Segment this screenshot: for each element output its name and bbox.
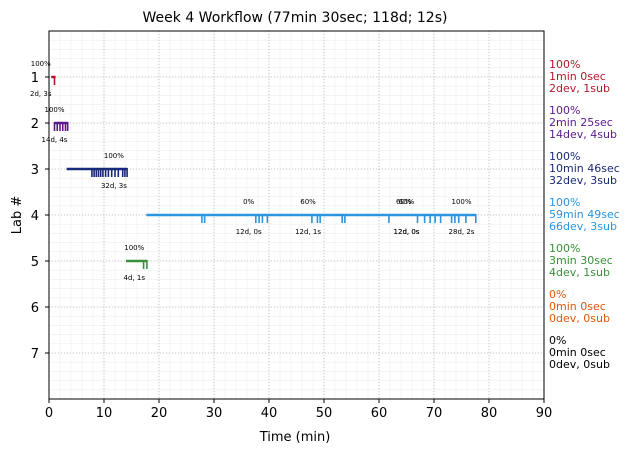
x-tick-label: 40 [261, 406, 278, 421]
lab-4-summary-line: 100% [549, 196, 580, 209]
x-tick-label: 20 [151, 406, 168, 421]
y-tick-label: 3 [31, 163, 39, 178]
x-tick-label: 70 [426, 406, 443, 421]
lab-3-summary-line: 32dev, 3sub [549, 174, 617, 187]
lab-6-summary-line: 0min 0sec [549, 300, 606, 313]
lab-4-info-label: 12d, 0s [236, 228, 262, 236]
x-tick-label: 30 [206, 406, 223, 421]
x-axis-label: Time (min) [259, 430, 331, 445]
lab-2-info-label: 14d, 4s [42, 136, 68, 144]
lab-4-info-label: 12d, 0s [394, 228, 420, 236]
x-tick-label: 50 [316, 406, 333, 421]
lab-4-info-label: 12d, 0s [394, 228, 420, 236]
lab-1-pct-label: 100% [31, 60, 51, 68]
y-tick-label: 4 [31, 209, 39, 224]
lab-1-info-label: 2d, 3s [30, 90, 52, 98]
lab-4-info-label: 12d, 1s [295, 228, 321, 236]
lab-4-pct-label: 0% [243, 198, 254, 206]
y-tick-label: 1 [31, 71, 39, 86]
lab-5-info-label: 4d, 1s [124, 274, 146, 282]
plot-area: 0 10 20 30 40 50 60 70 80 90 1 2 3 4 5 6 7 100% 2d, 3s 100%… [30, 30, 620, 421]
lab-5-summary-line: 3min 30sec [549, 254, 613, 267]
lab-7-summary-line: 0min 0sec [549, 346, 606, 359]
lab-1-summary-line: 100% [549, 58, 580, 71]
lab-3-pct-label: 100% [104, 152, 124, 160]
lab-4-info-label: 28d, 2s [449, 228, 475, 236]
lab-4-pct-label: 100% [451, 198, 471, 206]
x-tick-label: 0 [45, 406, 53, 421]
lab-7-summary-line: 0% [549, 334, 566, 347]
y-tick-label: 7 [31, 347, 39, 362]
lab-4-summary-line: 66dev, 3sub [549, 220, 617, 233]
y-axis-label: Lab # [10, 196, 25, 235]
lab-4-pct-label: 60% [396, 198, 412, 206]
x-tick-label: 10 [96, 406, 113, 421]
lab-7-summary-line: 0dev, 0sub [549, 358, 610, 371]
lab-2-summary-line: 100% [549, 104, 580, 117]
lab-5-summary-line: 4dev, 1sub [549, 266, 610, 279]
y-tick-label: 5 [31, 255, 39, 270]
lab-4-pct-label: 60% [300, 198, 316, 206]
lab-3-summary-line: 100% [549, 150, 580, 163]
lab-5-summary-line: 100% [549, 242, 580, 255]
x-tick-label: 90 [536, 406, 553, 421]
chart-title: Week 4 Workflow (77min 30sec; 118d; 12s) [143, 10, 448, 26]
x-tick-label: 60 [371, 406, 388, 421]
lab-3-summary-line: 10min 46sec [549, 162, 620, 175]
lab-1-summary-line: 2dev, 1sub [549, 82, 610, 95]
lab-5-pct-label: 100% [124, 244, 144, 252]
y-tick-label: 6 [31, 301, 39, 316]
lab-4-summary-line: 59min 49sec [549, 208, 620, 221]
lab-6-summary-line: 0dev, 0sub [549, 312, 610, 325]
lab-2-summary-line: 2min 25sec [549, 116, 613, 129]
lab-6-summary-line: 0% [549, 288, 566, 301]
lab-1-summary-line: 1min 0sec [549, 70, 606, 83]
lab-2-pct-label: 100% [44, 106, 64, 114]
y-tick-label: 2 [31, 117, 39, 132]
lab-3-info-label: 32d, 3s [101, 182, 127, 190]
x-tick-label: 80 [481, 406, 498, 421]
lab-2-summary-line: 14dev, 4sub [549, 128, 617, 141]
lab-4-pct-label: 60% [399, 198, 415, 206]
